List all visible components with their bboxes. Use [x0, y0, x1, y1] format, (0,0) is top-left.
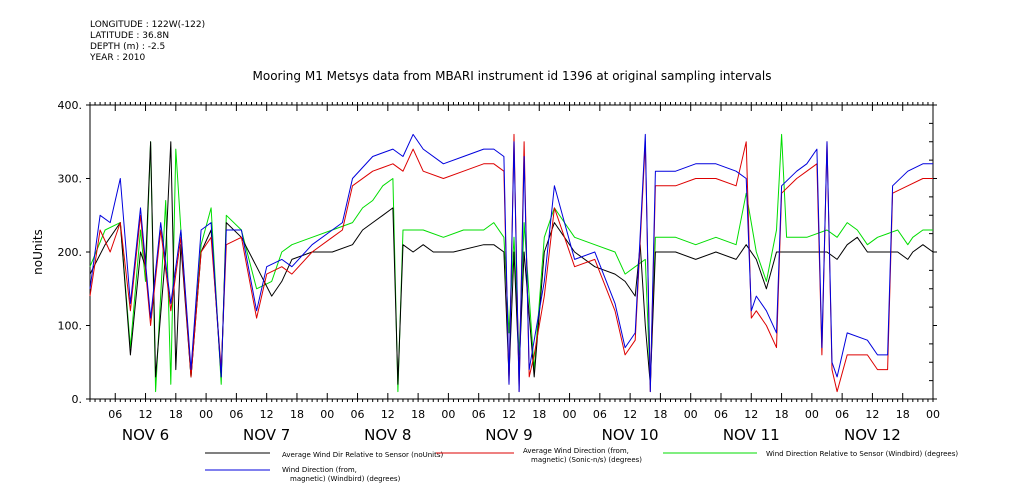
x-hour-label: 12: [623, 408, 637, 421]
x-day-label: NOV 7: [243, 426, 290, 444]
series-line-3: [89, 133, 933, 393]
x-day-label: NOV 11: [723, 426, 780, 444]
year-label: YEAR : 2010: [90, 53, 146, 63]
legend-label-3: Wind Direction (from,: [282, 466, 357, 474]
x-hour-label: 12: [381, 408, 395, 421]
x-day-label: NOV 6: [122, 426, 169, 444]
x-hour-label: 00: [805, 408, 819, 421]
y-tick-label: 0.: [72, 393, 83, 406]
x-hour-label: 18: [653, 408, 667, 421]
x-hour-label: 06: [835, 408, 849, 421]
depth-label: DEPTH (m) : -2.5: [90, 42, 166, 52]
x-hour-label: 00: [563, 408, 577, 421]
y-tick-label: 200.: [58, 246, 83, 259]
x-day-label: NOV 9: [485, 426, 532, 444]
x-hour-label: 12: [865, 408, 879, 421]
x-day-label: NOV 10: [602, 426, 659, 444]
x-hour-label: 18: [411, 408, 425, 421]
x-hour-label: 06: [593, 408, 607, 421]
x-hour-label: 06: [229, 408, 243, 421]
legend: Average Wind Dir Relative to Sensor (noU…: [205, 447, 958, 483]
x-hour-label: 12: [260, 408, 274, 421]
legend-label-0: Average Wind Dir Relative to Sensor (noU…: [282, 451, 443, 459]
x-hour-label: 06: [714, 408, 728, 421]
x-hour-label: 18: [290, 408, 304, 421]
x-hour-label: 00: [199, 408, 213, 421]
axis-ticks: 0. 100. 200. 300. 400. 06 12 18 00 06 12 18 00 06 12 18…: [58, 99, 941, 444]
x-hour-label: 18: [775, 408, 789, 421]
longitude-label: LONGITUDE : 122W(-122): [90, 20, 206, 30]
x-hour-label: 18: [532, 408, 546, 421]
x-hour-label: 00: [441, 408, 455, 421]
chart-title: Mooring M1 Metsys data from MBARI instru…: [253, 69, 772, 83]
y-tick-label: 300.: [58, 173, 83, 186]
y-axis-label: noUnits: [31, 229, 45, 275]
x-hour-label: 18: [896, 408, 910, 421]
x-hour-label: 00: [320, 408, 334, 421]
legend-label-2: Wind Direction Relative to Sensor (Windb…: [766, 450, 958, 458]
x-hour-label: 06: [351, 408, 365, 421]
x-hour-label: 00: [926, 408, 940, 421]
legend-label-1: magnetic) (Sonic-n/s) (degrees): [531, 456, 642, 464]
x-hour-label: 18: [169, 408, 183, 421]
x-hour-label: 00: [684, 408, 698, 421]
x-hour-label: 06: [108, 408, 122, 421]
legend-label-1: Average Wind Direction (from,: [523, 447, 629, 455]
legend-label-3: magnetic) (Windbird) (degrees): [290, 475, 401, 483]
x-hour-label: 12: [744, 408, 758, 421]
x-day-label: NOV 8: [364, 426, 411, 444]
x-day-label: NOV 12: [844, 426, 901, 444]
x-hour-label: 12: [502, 408, 516, 421]
series-layer: [89, 133, 934, 393]
y-tick-label: 400.: [58, 99, 83, 112]
latitude-label: LATITUDE : 36.8N: [90, 31, 170, 41]
y-tick-label: 100.: [58, 320, 83, 333]
x-hour-label: 12: [139, 408, 153, 421]
metadata-block: LONGITUDE : 122W(-122) LATITUDE : 36.8N …: [90, 20, 205, 64]
x-hour-label: 06: [472, 408, 486, 421]
